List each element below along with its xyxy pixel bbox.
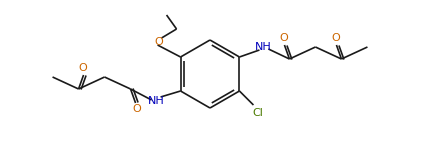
Text: O: O bbox=[154, 37, 163, 47]
Text: Cl: Cl bbox=[252, 108, 263, 118]
Text: O: O bbox=[132, 104, 141, 114]
Text: O: O bbox=[331, 33, 340, 43]
Text: O: O bbox=[78, 63, 87, 73]
Text: NH: NH bbox=[148, 96, 165, 106]
Text: NH: NH bbox=[255, 42, 272, 52]
Text: O: O bbox=[279, 33, 288, 43]
